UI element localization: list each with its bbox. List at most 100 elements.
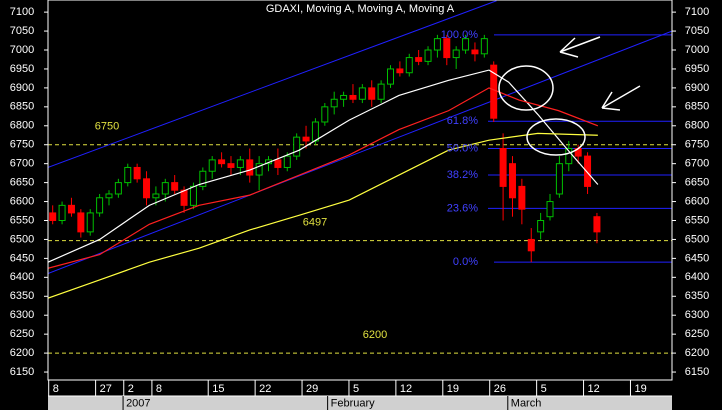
y-tick-label: 6800 bbox=[10, 120, 34, 132]
y-tick-label: 6200 bbox=[10, 347, 34, 359]
y-tick-label: 6450 bbox=[10, 252, 34, 264]
chart-title: GDAXI, Moving A, Moving A, Moving A bbox=[266, 3, 455, 15]
candle-body bbox=[462, 38, 470, 51]
candle-body bbox=[133, 166, 141, 180]
fib-label: 0.0% bbox=[453, 256, 478, 268]
candle-body bbox=[377, 83, 385, 100]
y-tick-label: 6400 bbox=[10, 271, 34, 283]
candle-body bbox=[114, 182, 122, 195]
x-tick-label: 19 bbox=[447, 383, 459, 395]
candle-body bbox=[105, 193, 113, 199]
x-tick-label: 8 bbox=[53, 383, 59, 395]
candle-body bbox=[152, 193, 160, 199]
fib-label: 100.0% bbox=[441, 29, 479, 41]
candle-body bbox=[452, 49, 460, 59]
y-tick-label: 7050 bbox=[10, 25, 34, 37]
candle-body bbox=[302, 136, 310, 142]
x-group-label: February bbox=[331, 397, 376, 409]
candle-body bbox=[236, 159, 244, 168]
candle-body bbox=[199, 170, 207, 187]
moving-average bbox=[48, 132, 598, 299]
x-tick-label: 29 bbox=[306, 383, 318, 395]
y-tick-label: 6300 bbox=[10, 309, 34, 321]
y-tick-label: 6700 bbox=[10, 158, 34, 170]
candle-body bbox=[311, 121, 319, 142]
y-tick-label-right: 6400 bbox=[685, 271, 709, 283]
x-tick-label: 12 bbox=[588, 383, 600, 395]
candle-body bbox=[499, 148, 507, 187]
candle-body bbox=[490, 64, 498, 119]
level-label: 6750 bbox=[95, 121, 119, 133]
candle-body bbox=[405, 57, 413, 74]
candle-body bbox=[180, 189, 188, 206]
y-tick-label-right: 6550 bbox=[685, 214, 709, 226]
candle-body bbox=[330, 98, 338, 108]
y-tick-label-right: 6750 bbox=[685, 139, 709, 151]
level-label: 6200 bbox=[363, 329, 387, 341]
candle-body bbox=[349, 94, 357, 100]
x-tick-label: 12 bbox=[400, 383, 412, 395]
candle-body bbox=[518, 185, 526, 210]
y-tick-label: 6850 bbox=[10, 101, 34, 113]
candle-body bbox=[555, 163, 563, 195]
y-tick-label-right: 6350 bbox=[685, 290, 709, 302]
candle-body bbox=[293, 136, 301, 157]
y-tick-label: 6900 bbox=[10, 82, 34, 94]
candle-body bbox=[161, 182, 169, 195]
y-tick-label-right: 6250 bbox=[685, 328, 709, 340]
candle-body bbox=[218, 159, 226, 165]
y-tick-label-right: 6500 bbox=[685, 233, 709, 245]
candle-body bbox=[480, 38, 488, 55]
y-tick-label: 6650 bbox=[10, 177, 34, 189]
x-tick-label: 2 bbox=[128, 383, 134, 395]
y-tick-label-right: 6450 bbox=[685, 252, 709, 264]
annotation-circle bbox=[526, 118, 586, 156]
candle-body bbox=[386, 68, 394, 85]
y-tick-label-right: 6800 bbox=[685, 120, 709, 132]
candle-body bbox=[124, 166, 132, 184]
candle-body bbox=[49, 212, 57, 221]
annotation-arrow bbox=[559, 36, 601, 58]
x-tick-label: 5 bbox=[353, 383, 359, 395]
y-tick-label-right: 6200 bbox=[685, 347, 709, 359]
x-tick-label: 27 bbox=[100, 383, 112, 395]
x-tick-label: 5 bbox=[541, 383, 547, 395]
candle-body bbox=[321, 106, 329, 123]
x-group-label: March bbox=[511, 397, 542, 409]
candle-body bbox=[227, 163, 235, 168]
candle-body bbox=[396, 68, 404, 74]
y-tick-label-right: 7100 bbox=[685, 6, 709, 18]
candle-body bbox=[58, 204, 66, 221]
y-tick-label-right: 6950 bbox=[685, 63, 709, 75]
fib-label: 61.8% bbox=[447, 115, 478, 127]
candle-body bbox=[537, 219, 545, 233]
candle-body bbox=[565, 148, 573, 165]
candle-body bbox=[368, 87, 376, 100]
x-tick-label: 15 bbox=[212, 383, 224, 395]
y-tick-label-right: 6700 bbox=[685, 158, 709, 170]
candle-body bbox=[443, 38, 451, 59]
annotation-circle bbox=[498, 65, 554, 111]
y-tick-label-right: 6850 bbox=[685, 101, 709, 113]
annotation-arrow bbox=[601, 85, 641, 111]
candle-body bbox=[171, 182, 179, 191]
y-tick-label-right: 6650 bbox=[685, 177, 709, 189]
y-tick-label-right: 6600 bbox=[685, 195, 709, 207]
y-tick-label: 6150 bbox=[10, 366, 34, 378]
plot-area bbox=[48, 0, 672, 354]
y-tick-label: 6550 bbox=[10, 214, 34, 226]
candle-body bbox=[546, 201, 554, 218]
candle-body bbox=[96, 197, 104, 214]
x-tick-label: 22 bbox=[259, 383, 271, 395]
y-tick-label: 6750 bbox=[10, 139, 34, 151]
y-tick-label-right: 7050 bbox=[685, 25, 709, 37]
candle-body bbox=[189, 185, 197, 206]
month-strip bbox=[48, 396, 672, 410]
trendline bbox=[48, 30, 672, 275]
fib-label: 38.2% bbox=[447, 169, 478, 181]
y-tick-label: 6950 bbox=[10, 63, 34, 75]
candle-body bbox=[246, 159, 254, 176]
candle-body bbox=[584, 155, 592, 187]
